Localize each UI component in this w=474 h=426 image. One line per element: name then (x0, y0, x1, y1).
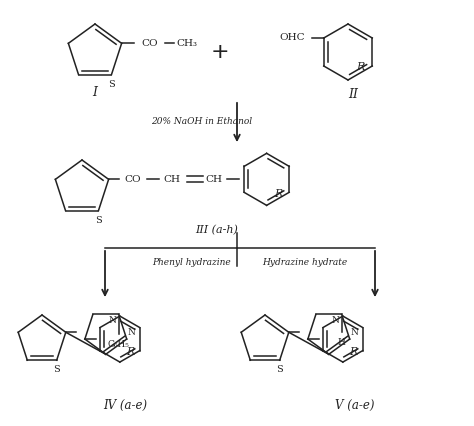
Text: N: N (128, 328, 136, 337)
Text: II: II (348, 87, 358, 101)
Text: S: S (53, 365, 60, 374)
Text: N: N (332, 317, 340, 325)
Text: S: S (95, 216, 102, 225)
Text: N: N (351, 328, 358, 337)
Text: I: I (92, 86, 98, 98)
Text: N: N (109, 317, 117, 325)
Text: CO: CO (141, 39, 158, 48)
Text: CH: CH (163, 175, 180, 184)
Text: R: R (356, 62, 365, 72)
Text: V (a-e): V (a-e) (335, 398, 375, 412)
Text: S: S (108, 80, 115, 89)
Text: R: R (126, 347, 134, 357)
Text: Hydrazine hydrate: Hydrazine hydrate (263, 258, 347, 267)
Text: +: + (210, 42, 229, 62)
Text: Phenyl hydrazine: Phenyl hydrazine (153, 258, 231, 267)
Text: R: R (349, 347, 357, 357)
Text: OHC: OHC (279, 34, 305, 43)
Text: 20% NaOH in Ethanol: 20% NaOH in Ethanol (151, 118, 253, 127)
Text: R: R (274, 189, 283, 199)
Text: IV (a-e): IV (a-e) (103, 398, 147, 412)
Text: CH₃: CH₃ (176, 39, 197, 48)
Text: III (a-h): III (a-h) (195, 225, 238, 235)
Text: S: S (276, 365, 283, 374)
Text: H: H (338, 339, 346, 348)
Text: C₆H₅: C₆H₅ (108, 340, 130, 349)
Text: CH: CH (205, 175, 222, 184)
Text: CO: CO (124, 175, 141, 184)
